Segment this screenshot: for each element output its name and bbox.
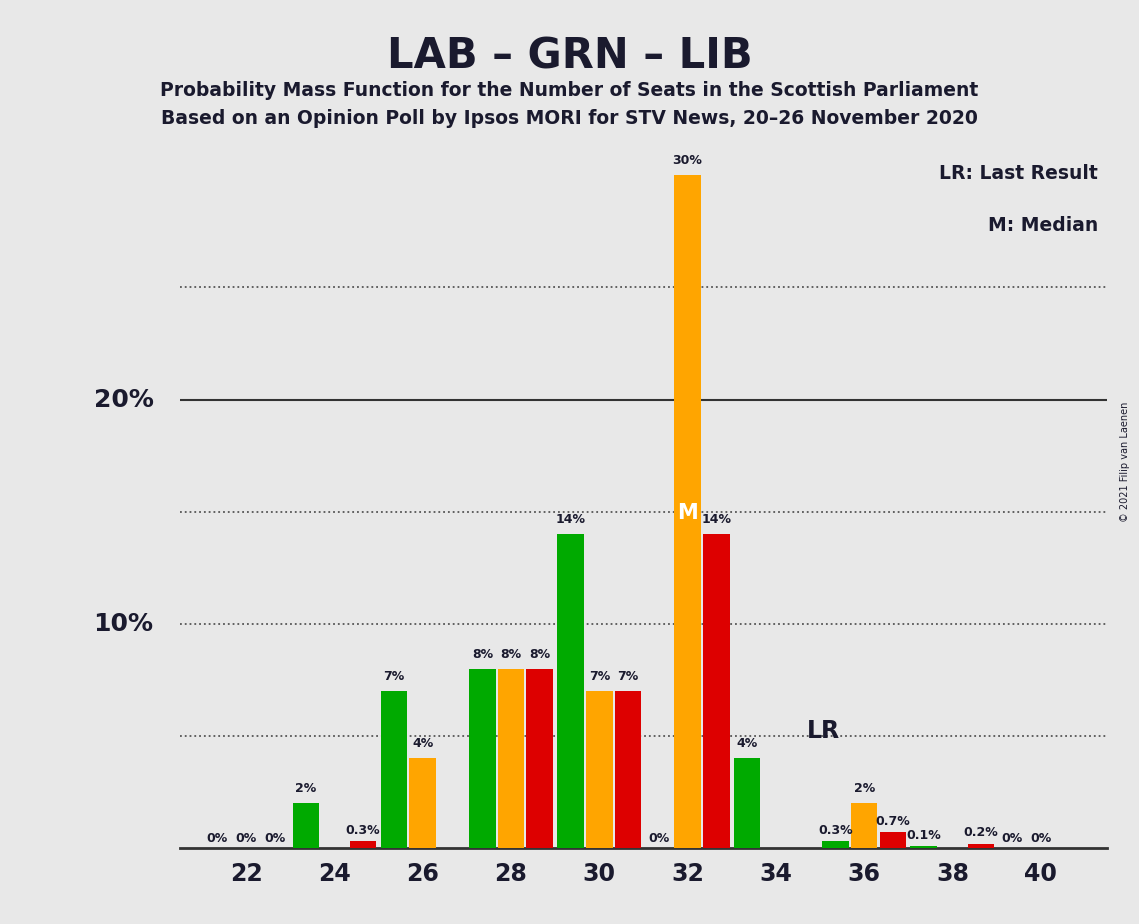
Text: LAB – GRN – LIB: LAB – GRN – LIB (386, 35, 753, 77)
Text: 0%: 0% (236, 833, 256, 845)
Text: 0%: 0% (1001, 833, 1023, 845)
Text: 7%: 7% (617, 670, 639, 683)
Bar (879, 833, 906, 848)
Bar (822, 841, 849, 848)
Bar (703, 534, 729, 848)
Text: 7%: 7% (589, 670, 609, 683)
Bar (968, 844, 994, 848)
Bar (851, 803, 877, 848)
Text: Probability Mass Function for the Number of Seats in the Scottish Parliament: Probability Mass Function for the Number… (161, 81, 978, 101)
Bar (350, 841, 376, 848)
Text: 0.1%: 0.1% (907, 829, 941, 842)
Text: 2%: 2% (853, 783, 875, 796)
Text: 0.7%: 0.7% (876, 815, 910, 828)
Bar (469, 669, 495, 848)
Bar (734, 759, 761, 848)
Text: 0.3%: 0.3% (818, 824, 853, 837)
Text: © 2021 Filip van Laenen: © 2021 Filip van Laenen (1121, 402, 1130, 522)
Text: M: Median: M: Median (988, 215, 1098, 235)
Text: 20%: 20% (93, 387, 154, 411)
Text: 10%: 10% (93, 612, 154, 636)
Bar (557, 534, 584, 848)
Text: 0%: 0% (264, 833, 286, 845)
Text: 14%: 14% (702, 513, 731, 527)
Text: 0%: 0% (1030, 833, 1051, 845)
Text: 8%: 8% (472, 648, 493, 661)
Text: 0%: 0% (648, 833, 670, 845)
Bar (293, 803, 319, 848)
Text: Based on an Opinion Poll by Ipsos MORI for STV News, 20–26 November 2020: Based on an Opinion Poll by Ipsos MORI f… (161, 109, 978, 128)
Text: 7%: 7% (384, 670, 404, 683)
Text: 4%: 4% (737, 737, 757, 750)
Text: 0%: 0% (207, 833, 228, 845)
Bar (587, 691, 613, 848)
Text: LR: LR (806, 720, 839, 744)
Bar (674, 176, 700, 848)
Bar (498, 669, 524, 848)
Bar (410, 759, 436, 848)
Text: 0.2%: 0.2% (964, 826, 999, 840)
Text: 8%: 8% (530, 648, 550, 661)
Bar (526, 669, 552, 848)
Text: 30%: 30% (673, 154, 703, 167)
Text: 8%: 8% (500, 648, 522, 661)
Text: 2%: 2% (295, 783, 317, 796)
Text: M: M (678, 503, 698, 523)
Bar (615, 691, 641, 848)
Text: 0.3%: 0.3% (346, 824, 380, 837)
Text: 14%: 14% (556, 513, 585, 527)
Bar (380, 691, 408, 848)
Bar (910, 845, 937, 848)
Text: LR: Last Result: LR: Last Result (940, 164, 1098, 183)
Text: 4%: 4% (412, 737, 433, 750)
